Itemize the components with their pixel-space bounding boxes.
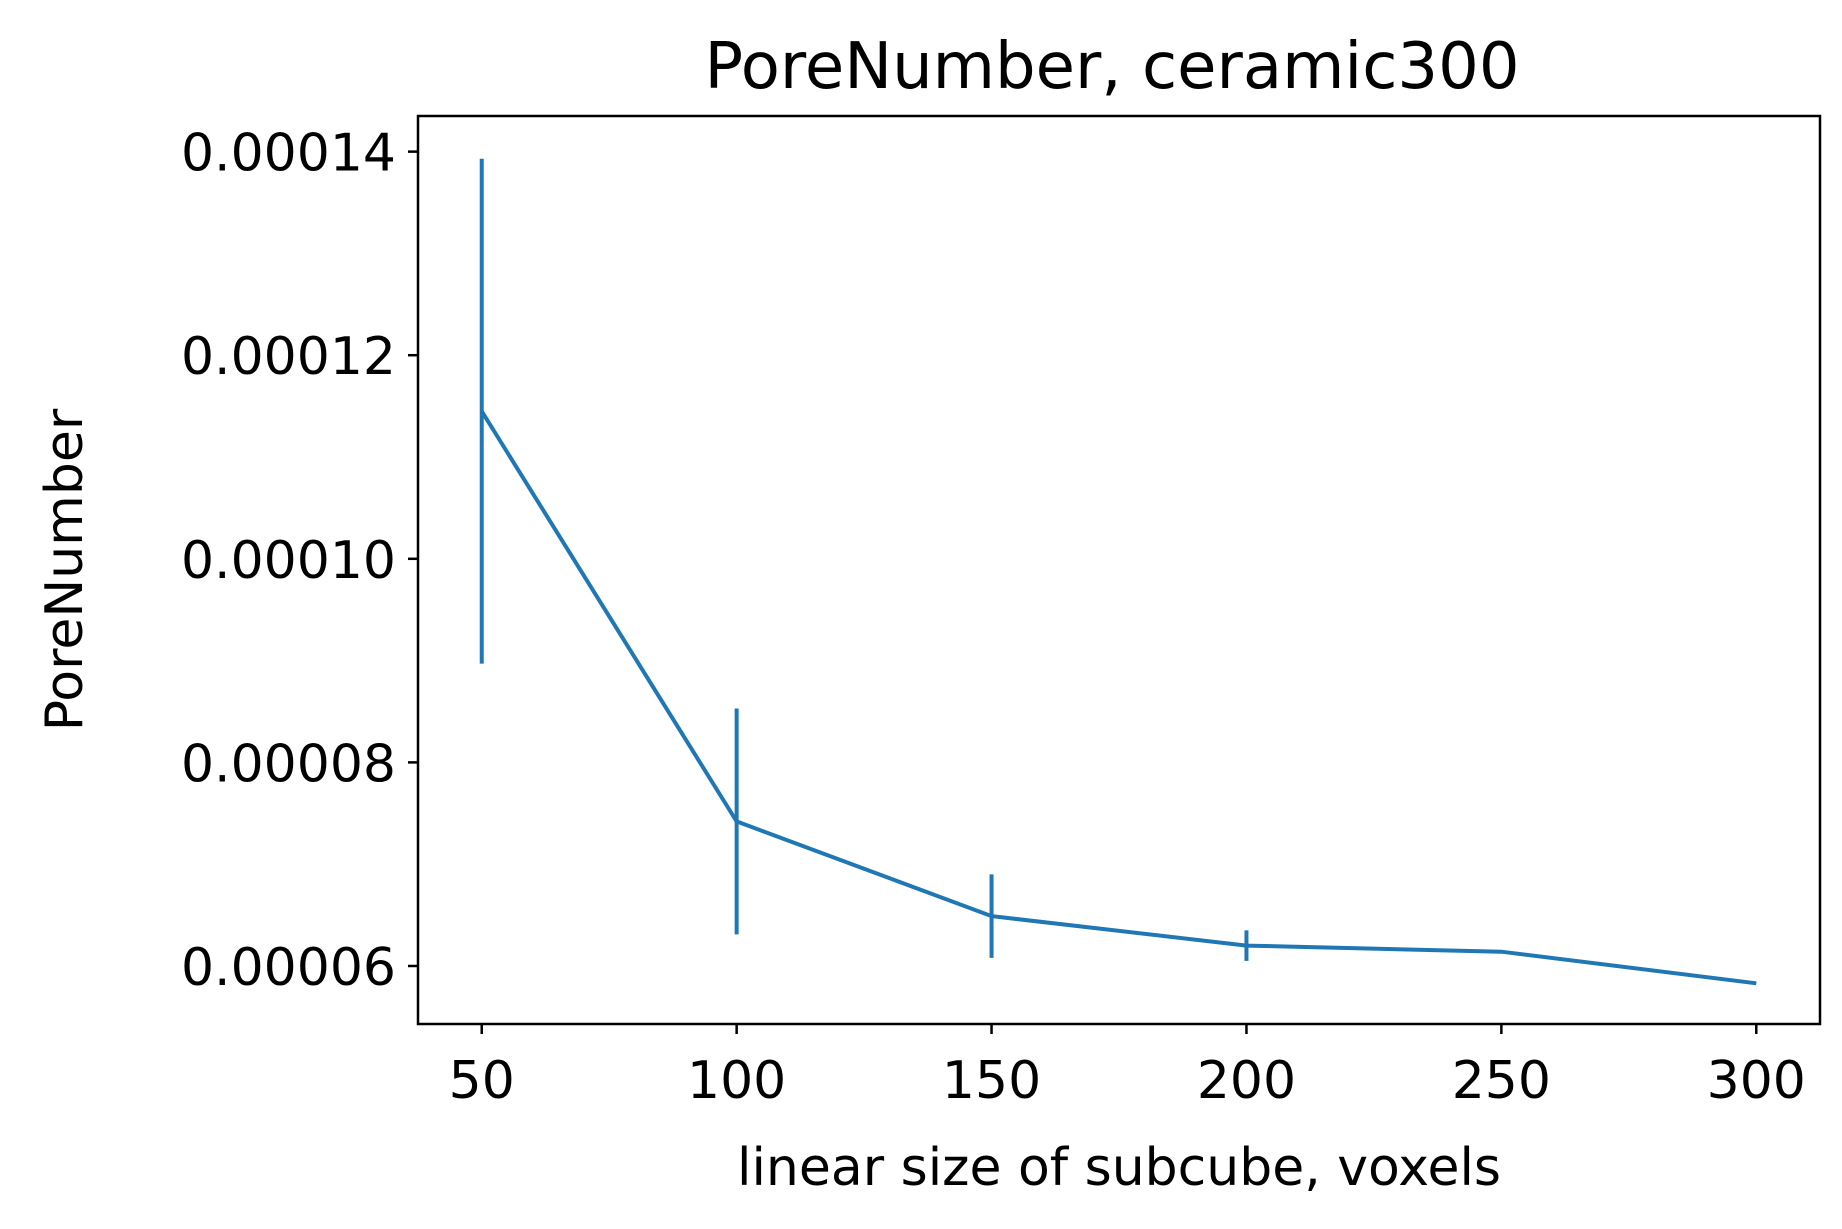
y-tick-label: 0.00010 [181,531,396,591]
y-tick-label: 0.00006 [181,938,396,998]
series-line [480,410,1757,986]
x-axis-label: linear size of subcube, voxels [737,1138,1501,1198]
y-axis: 0.00006 0.00008 0.00010 0.00012 0.00014 [181,124,418,998]
y-axis-label: PoreNumber [35,408,95,731]
plot-area [479,158,1757,986]
x-tick-label: 50 [449,1051,515,1111]
y-tick-label: 0.00012 [181,327,396,387]
x-tick-label: 300 [1707,1051,1806,1111]
y-tick-label: 0.00008 [181,734,396,794]
x-tick-label: 100 [687,1051,786,1111]
x-tick-label: 150 [942,1051,1041,1111]
x-tick-label: 250 [1452,1051,1551,1111]
x-tick-label: 200 [1197,1051,1296,1111]
chart-title: PoreNumber, ceramic300 [704,30,1519,104]
plot-frame [416,114,1822,1026]
x-axis: 50 100 150 200 250 300 [449,1024,1806,1111]
y-tick-label: 0.00014 [181,124,396,184]
